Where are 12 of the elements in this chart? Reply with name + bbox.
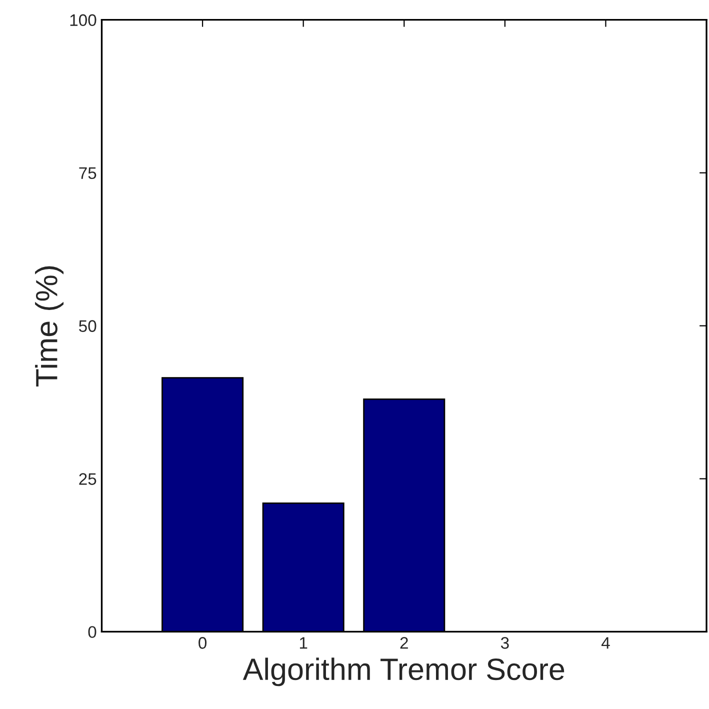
x-axis-title: Algorithm Tremor Score	[242, 658, 564, 686]
x-tick-label: 3	[500, 637, 509, 649]
x-tick-label: 2	[400, 637, 408, 649]
y-axis-title: Time (%)	[35, 266, 64, 386]
x-tick-label: 4	[601, 637, 610, 649]
x-tick-label: 0	[198, 637, 207, 649]
y-tick-label: 25	[79, 473, 96, 485]
y-tick-label: 0	[88, 626, 96, 638]
y-tick-label: 75	[79, 167, 96, 180]
y-tick-label: 100	[70, 14, 96, 26]
y-tick-label: 50	[79, 320, 96, 332]
x-tick-label: 1	[300, 637, 308, 649]
